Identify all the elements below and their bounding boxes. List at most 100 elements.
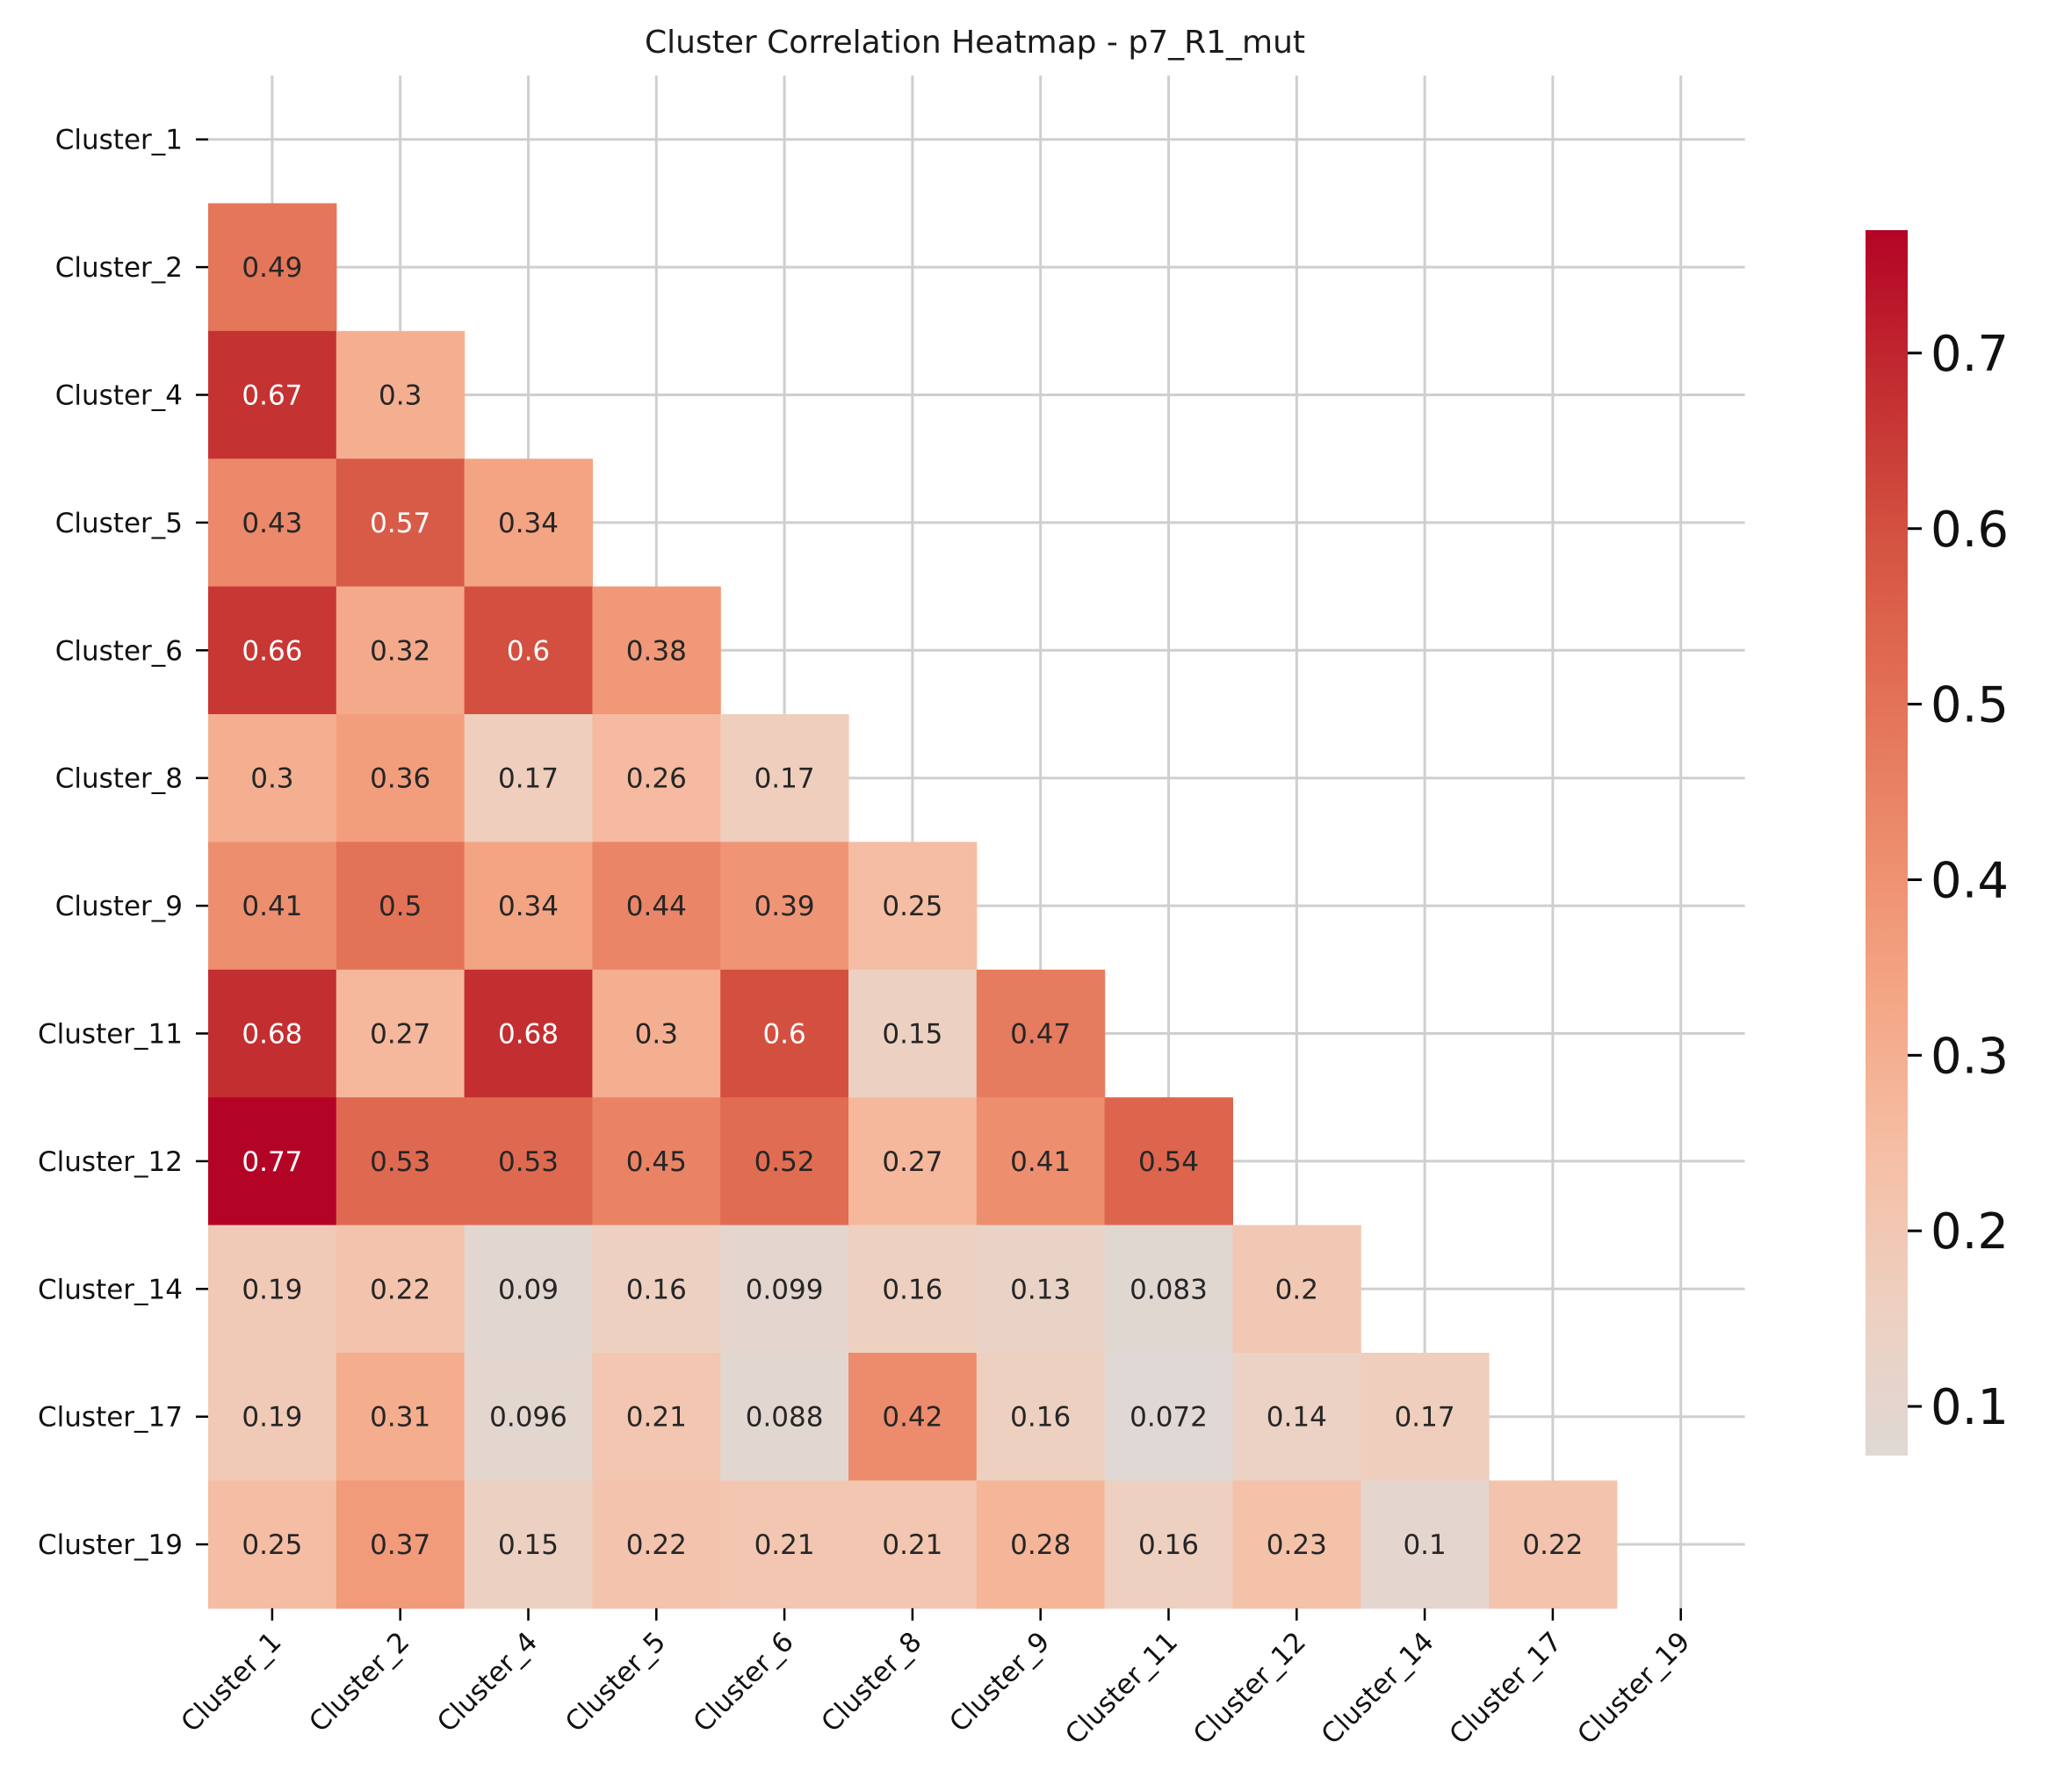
heatmap-cell-r9-c7 xyxy=(1104,1225,1233,1354)
x-axis: Cluster_1 Cluster_2 Cluster_4 Cluster_5 Clus… xyxy=(175,1608,1696,1751)
heatmap-cell-r10-c2 xyxy=(464,1353,593,1481)
heatmap-cell-r6-c1 xyxy=(336,842,466,971)
cell-value-label: 0.27 xyxy=(882,1146,942,1178)
cell-value-label: 0.1 xyxy=(1403,1529,1446,1561)
chart-title: Cluster Correlation Heatmap - p7_R1_mut xyxy=(645,25,1305,61)
heatmap-cell-r11-c0 xyxy=(208,1480,337,1609)
cell-value-label: 0.19 xyxy=(242,1402,302,1434)
heatmap-cell-r2-c0 xyxy=(208,330,337,459)
cell-value-label: 0.15 xyxy=(498,1529,559,1561)
cell-value-label: 0.38 xyxy=(626,635,687,667)
heatmap-cell-r10-c5 xyxy=(848,1353,978,1481)
heatmap-cell-r7-c2 xyxy=(464,969,593,1098)
heatmap-cell-r9-c1 xyxy=(336,1225,466,1354)
heatmap-cell-r11-c7 xyxy=(1104,1480,1233,1609)
heatmap-cell-r7-c1 xyxy=(336,969,466,1098)
heatmap-cell-r11-c5 xyxy=(848,1480,978,1609)
heatmap-cell-r6-c2 xyxy=(464,842,593,971)
x-tick-label: Cluster_12 xyxy=(1187,1626,1312,1751)
y-tick-label: Cluster_17 xyxy=(38,1402,183,1434)
cell-value-label: 0.19 xyxy=(242,1274,302,1305)
cell-value-label: 0.09 xyxy=(498,1274,559,1305)
cell-value-label: 0.17 xyxy=(1395,1402,1455,1434)
y-tick-label: Cluster_4 xyxy=(55,380,183,412)
x-tick-label: Cluster_19 xyxy=(1571,1626,1696,1751)
heatmap-cell-r9-c6 xyxy=(976,1225,1106,1354)
colorbar-tick-label: 0.6 xyxy=(1931,502,2009,559)
cell-value-label: 0.49 xyxy=(242,252,302,284)
cell-value-label: 0.66 xyxy=(242,635,302,667)
cell-value-label: 0.23 xyxy=(1267,1529,1327,1561)
y-tick-label: Cluster_1 xyxy=(55,125,183,156)
cell-value-label: 0.34 xyxy=(498,891,559,922)
heatmap-cell-r11-c9 xyxy=(1361,1480,1490,1609)
heatmap-cell-r10-c0 xyxy=(208,1353,337,1481)
cell-value-label: 0.27 xyxy=(370,1019,430,1051)
cell-value-label: 0.16 xyxy=(626,1274,687,1305)
heatmap-cell-r5-c1 xyxy=(336,714,466,842)
heatmap-cell-r10-c7 xyxy=(1104,1353,1233,1481)
heatmap-cell-r10-c4 xyxy=(720,1353,849,1481)
heatmap-cell-r4-c2 xyxy=(464,586,593,715)
heatmap-cell-r11-c8 xyxy=(1232,1480,1361,1609)
heatmap-cell-r11-c3 xyxy=(592,1480,721,1609)
cell-value-label: 0.6 xyxy=(507,635,550,667)
heatmap-cell-r2-c1 xyxy=(336,330,466,459)
cell-value-label: 0.16 xyxy=(882,1274,942,1305)
cell-value-label: 0.26 xyxy=(626,763,687,795)
heatmap-cell-r11-c4 xyxy=(720,1480,849,1609)
y-axis: Cluster_1 Cluster_2 Cluster_4 Cluster_5 Clus… xyxy=(38,125,208,1561)
cell-value-label: 0.67 xyxy=(242,380,302,412)
x-tick-label: Cluster_17 xyxy=(1443,1626,1568,1751)
cell-value-label: 0.34 xyxy=(498,508,559,539)
heatmap-cell-r6-c4 xyxy=(720,842,849,971)
cell-value-label: 0.53 xyxy=(370,1146,430,1178)
heatmap-cell-r8-c2 xyxy=(464,1097,593,1226)
heatmap-cell-r5-c2 xyxy=(464,714,593,842)
heatmap-cell-r8-c6 xyxy=(976,1097,1106,1226)
heatmap-cell-r7-c4 xyxy=(720,969,849,1098)
heatmap-cell-r4-c0 xyxy=(208,586,337,715)
cell-value-label: 0.52 xyxy=(754,1146,815,1178)
heatmap-cell-r10-c3 xyxy=(592,1353,721,1481)
cell-value-label: 0.32 xyxy=(370,635,430,667)
heatmap-cell-r6-c5 xyxy=(848,842,978,971)
cell-value-label: 0.14 xyxy=(1267,1402,1327,1434)
colorbar-tick-label: 0.5 xyxy=(1931,677,2009,734)
heatmap-cell-r8-c7 xyxy=(1104,1097,1233,1226)
y-tick-label: Cluster_9 xyxy=(55,891,183,922)
cell-value-label: 0.6 xyxy=(762,1019,805,1051)
colorbar-tick-label: 0.4 xyxy=(1931,852,2009,909)
cell-value-label: 0.3 xyxy=(635,1019,678,1051)
heatmap-cell-r4-c1 xyxy=(336,586,466,715)
x-tick-label: Cluster_1 xyxy=(175,1626,287,1738)
cell-value-label: 0.099 xyxy=(746,1274,824,1305)
colorbar-tick-label: 0.2 xyxy=(1931,1203,2009,1261)
heatmap-cell-r5-c3 xyxy=(592,714,721,842)
cell-value-label: 0.3 xyxy=(379,380,422,412)
heatmap-cell-r3-c0 xyxy=(208,459,337,588)
cell-value-label: 0.22 xyxy=(1522,1529,1583,1561)
heatmap-cell-r8-c5 xyxy=(848,1097,978,1226)
cell-value-label: 0.25 xyxy=(242,1529,302,1561)
heatmap-cell-r5-c4 xyxy=(720,714,849,842)
heatmap-cell-r10-c6 xyxy=(976,1353,1106,1481)
heatmap-cell-r6-c0 xyxy=(208,842,337,971)
colorbar-tick-label: 0.3 xyxy=(1931,1028,2009,1085)
heatmap-cell-r8-c3 xyxy=(592,1097,721,1226)
cell-value-label: 0.47 xyxy=(1010,1019,1071,1051)
heatmap-cells xyxy=(208,203,1618,1609)
heatmap-cell-r10-c8 xyxy=(1232,1353,1361,1481)
colorbar-tick-label: 0.1 xyxy=(1931,1379,2009,1436)
cell-value-label: 0.083 xyxy=(1130,1274,1208,1305)
heatmap-cell-r9-c8 xyxy=(1232,1225,1361,1354)
heatmap-cell-r11-c1 xyxy=(336,1480,466,1609)
colorbar-gradient xyxy=(1866,230,1908,1456)
x-tick-label: Cluster_4 xyxy=(431,1626,544,1738)
cell-value-label: 0.45 xyxy=(626,1146,687,1178)
x-tick-label: Cluster_9 xyxy=(943,1626,1056,1738)
x-tick-label: Cluster_6 xyxy=(688,1626,800,1738)
heatmap-cell-r4-c3 xyxy=(592,586,721,715)
heatmap-cell-r10-c1 xyxy=(336,1353,466,1481)
